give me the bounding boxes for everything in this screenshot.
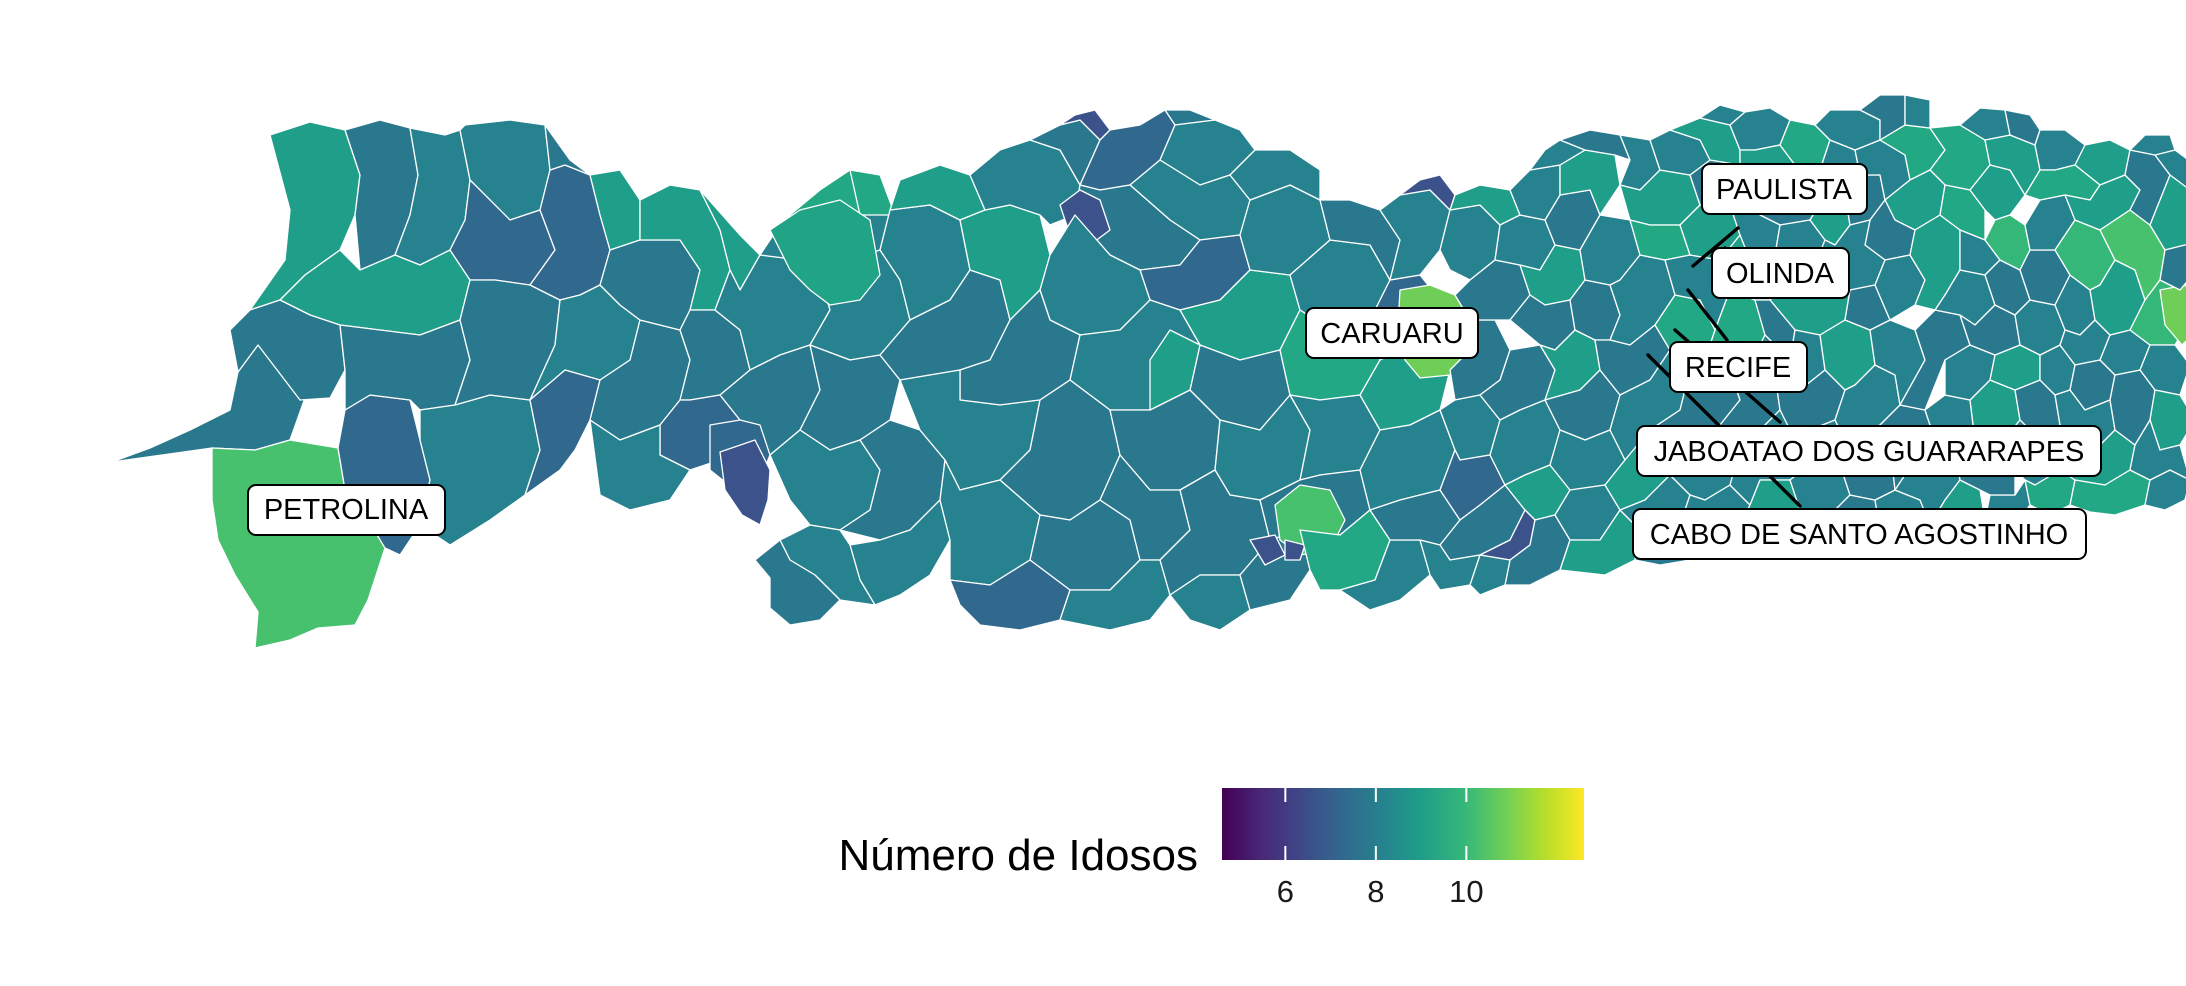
label-cabo: CABO DE SANTO AGOSTINHO	[1632, 508, 2087, 560]
label-caruaru-text: CARUARU	[1320, 318, 1463, 350]
legend-tick-label: 10	[1449, 874, 1483, 909]
legend-tick-label: 6	[1277, 874, 1294, 909]
region-a-27	[1419, 539, 1481, 591]
color-legend: Número de Idosos 6 8 10	[838, 788, 1584, 909]
label-caruaru: CARUARU	[1305, 307, 1479, 359]
region-m-84	[2129, 419, 2186, 481]
region-c-25	[959, 204, 1051, 321]
region-c-43	[949, 559, 1071, 631]
region-c-9	[719, 439, 771, 526]
label-paulista: PAULISTA	[1701, 163, 1868, 215]
region-a-4	[1149, 329, 1201, 411]
label-jaboatao-text: JABOATAO DOS GUARARAPES	[1654, 436, 2085, 468]
legend-ticks: 6 8 10	[1277, 788, 1484, 909]
label-olinda-text: OLINDA	[1726, 258, 1835, 290]
legend-tick-label: 8	[1367, 874, 1384, 909]
municipality-regions	[111, 94, 2186, 649]
region-a-10	[1284, 539, 1306, 561]
label-olinda: OLINDA	[1711, 247, 1850, 299]
region-c-4	[589, 419, 691, 511]
legend-title: Número de Idosos	[838, 831, 1198, 880]
label-jaboatao: JABOATAO DOS GUARARAPES	[1636, 425, 2102, 477]
label-petrolina: PETROLINA	[247, 484, 446, 536]
region-c-21	[754, 539, 841, 626]
region-nw-12	[544, 124, 591, 176]
label-petrolina-text: PETROLINA	[264, 494, 429, 526]
region-c-13	[849, 169, 896, 216]
leader-recife	[1686, 288, 1729, 342]
leader-paulista	[1691, 226, 1740, 268]
region-coast-n3	[2159, 244, 2186, 291]
region-c-53	[1229, 149, 1321, 201]
region-nw-8	[339, 319, 471, 411]
region-nw-5	[229, 299, 346, 401]
region-c-15	[769, 199, 881, 306]
label-recife: RECIFE	[1669, 341, 1808, 393]
label-cabo-text: CABO DE SANTO AGOSTINHO	[1650, 519, 2068, 551]
legend-colorbar	[1222, 788, 1584, 860]
region-a-36	[1469, 554, 1511, 596]
label-paulista-text: PAULISTA	[1716, 174, 1853, 206]
city-labels: PETROLINA CARUARU PAULISTA OLINDA RECIFE…	[247, 163, 2102, 560]
label-recife-text: RECIFE	[1685, 352, 1791, 384]
region-coast-n2	[2149, 174, 2186, 251]
region-m-16	[1904, 94, 1931, 129]
region-coast-n4	[2129, 134, 2176, 156]
